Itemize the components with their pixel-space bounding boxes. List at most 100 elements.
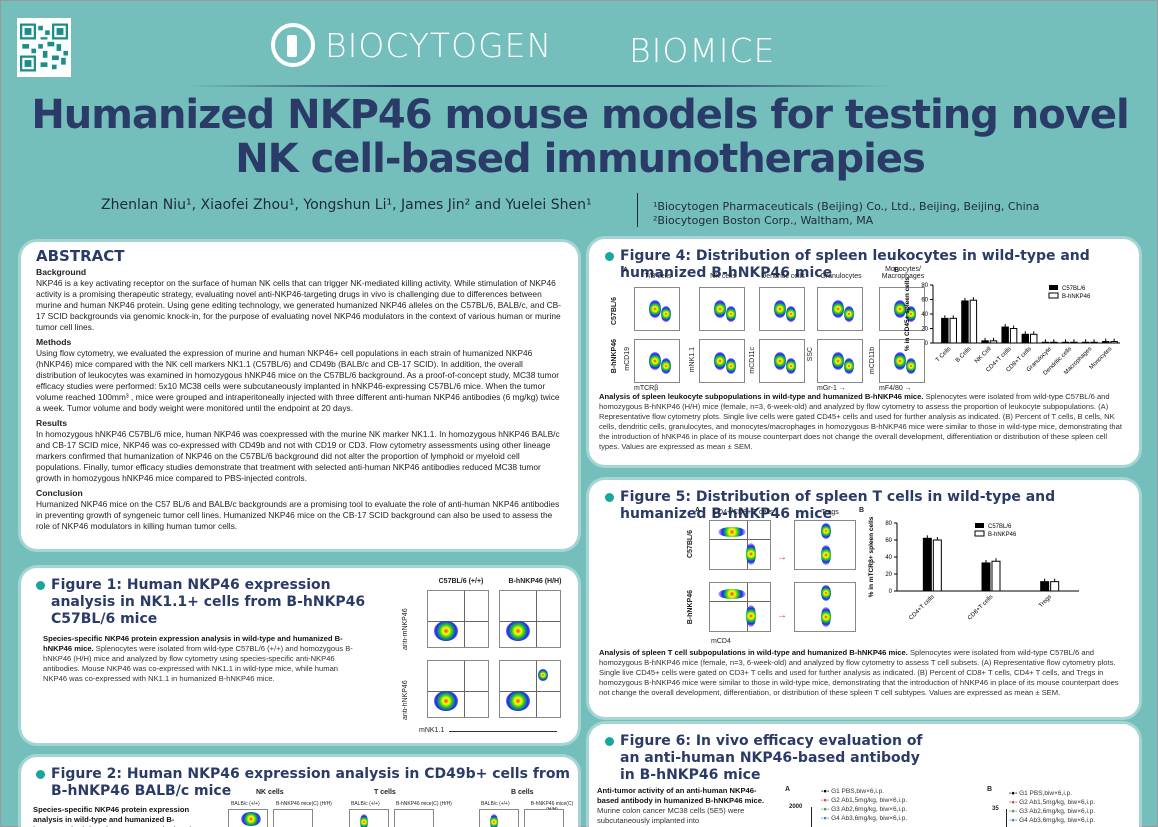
conclusion-heading: Conclusion bbox=[36, 488, 83, 498]
figure5-title: Figure 5: Distribution of spleen T cells… bbox=[605, 489, 1135, 523]
svg-text:0: 0 bbox=[925, 341, 929, 347]
flow-plot bbox=[817, 339, 863, 383]
legend-marker-icon: -●- bbox=[821, 815, 830, 822]
svg-text:80: 80 bbox=[885, 521, 892, 527]
figure5-card: Figure 5: Distribution of spleen T cells… bbox=[589, 480, 1139, 717]
svg-text:% in CD45+ spleen cells: % in CD45+ spleen cells bbox=[904, 277, 911, 351]
legend-marker-icon: -●- bbox=[1009, 790, 1018, 797]
column-label: Granulocytes bbox=[820, 273, 862, 280]
flow-plot bbox=[709, 582, 771, 632]
figure2-caption: Species-specific NKP46 protein expressio… bbox=[33, 805, 191, 827]
figure5-bar-chart: % in mTCRβ+ spleen cells 0 20 40 60 80 CD4+T c… bbox=[865, 515, 1085, 625]
biocytogen-logo: BIOCYTOGEN bbox=[271, 23, 552, 67]
flow-plot bbox=[394, 809, 434, 827]
y-axis bbox=[1006, 809, 1007, 827]
flow-plot bbox=[817, 287, 863, 331]
flow-plot bbox=[499, 660, 561, 718]
methods-text: Using flow cytometry, we evaluated the e… bbox=[36, 348, 560, 413]
figure6-title: Figure 6: In vivo efficacy evaluation of… bbox=[605, 733, 925, 784]
flow-plot bbox=[273, 809, 313, 827]
abstract-card: ABSTRACT Background NKP46 is a key activ… bbox=[21, 242, 578, 549]
conclusion-text: Humanized NKP46 mice on the C57 BL/6 and… bbox=[36, 499, 560, 531]
figure1-flow-plots: C57BL/6 (+/+) B-hNKP46 (H/H) anti-mNKP46… bbox=[402, 578, 562, 734]
bullet-icon bbox=[36, 581, 45, 590]
figure1-card: Figure 1: Human NKP46 expression analysi… bbox=[21, 568, 578, 743]
flow-plot bbox=[699, 287, 745, 331]
x-axis-label: mGr-1 → bbox=[817, 385, 846, 392]
flow-plot bbox=[759, 339, 805, 383]
svg-text:20: 20 bbox=[921, 327, 928, 333]
x-axis-label: mTCRβ bbox=[634, 385, 659, 392]
y-axis-label: mCD11b bbox=[869, 347, 876, 375]
svg-text:0: 0 bbox=[889, 589, 893, 595]
svg-text:40: 40 bbox=[921, 312, 928, 318]
column-label: Dendritic cells bbox=[761, 273, 805, 280]
svg-text:CD4+T cells: CD4+T cells bbox=[908, 594, 935, 621]
svg-text:40: 40 bbox=[885, 555, 892, 561]
y-axis-label: mCD11c bbox=[749, 347, 756, 374]
figure4-bar-chart: % in CD45+ spleen cells 0 20 40 60 80 T Cells B… bbox=[901, 276, 1126, 377]
figure1-title: Figure 1: Human NKP46 expression analysi… bbox=[36, 577, 381, 628]
svg-text:Tregs: Tregs bbox=[1038, 594, 1053, 609]
legend-marker-icon: -●- bbox=[1009, 808, 1018, 815]
legend-marker-icon: -●- bbox=[821, 797, 830, 804]
results-heading: Results bbox=[36, 418, 68, 428]
svg-text:T Cells: T Cells bbox=[935, 346, 952, 363]
svg-text:B-hNKP46: B-hNKP46 bbox=[988, 532, 1017, 538]
svg-text:80: 80 bbox=[921, 283, 928, 289]
legend-marker-icon: -●- bbox=[1009, 799, 1018, 806]
svg-text:C57BL/6: C57BL/6 bbox=[1062, 286, 1086, 292]
flow-plot bbox=[794, 520, 856, 570]
flow-plot bbox=[634, 287, 680, 331]
arrow-right-icon: → bbox=[777, 610, 787, 621]
flow-plot bbox=[427, 660, 489, 718]
flow-plot bbox=[634, 339, 680, 383]
biocytogen-logo-icon bbox=[271, 23, 315, 67]
flow-plot bbox=[499, 590, 561, 648]
legend-item: -●- G2 Ab1,5mg/kg, biw×6,i.p. bbox=[821, 797, 908, 804]
figure4-title: Figure 4: Distribution of spleen leukocy… bbox=[605, 248, 1135, 282]
poster-title: Humanized NKP46 mouse models for testing… bbox=[31, 92, 1129, 182]
svg-text:20: 20 bbox=[885, 572, 892, 578]
legend-item: -●- G1 PBS,biw×6,i.p. bbox=[1009, 790, 1073, 797]
abstract-heading: ABSTRACT bbox=[36, 247, 125, 265]
qr-code-icon bbox=[20, 23, 68, 72]
svg-text:% in mTCRβ+ spleen cells: % in mTCRβ+ spleen cells bbox=[868, 516, 875, 597]
figure6-legend-b: -●- G1 PBS,biw×6,i.p. -●- G2 Ab1,5mg/kg, … bbox=[1009, 789, 1095, 825]
figure6-caption: Anti-tumor activity of an anti-human NKP… bbox=[597, 786, 765, 825]
figure6-card: Figure 6: In vivo efficacy evaluation of… bbox=[589, 724, 1139, 827]
affiliation-divider bbox=[637, 193, 638, 227]
figure6-legend-a: -●- G1 PBS,biw×6,i.p. -●- G2 Ab1,5mg/kg, … bbox=[821, 787, 907, 823]
legend-marker-icon: -●- bbox=[1009, 817, 1018, 824]
background-text: NKP46 is a key activating receptor on th… bbox=[36, 278, 562, 332]
flow-plot bbox=[879, 339, 925, 383]
arrow-right-icon bbox=[449, 731, 557, 732]
column-label: T/B cells bbox=[644, 273, 672, 280]
svg-text:B Cells: B Cells bbox=[955, 346, 973, 364]
svg-text:60: 60 bbox=[921, 298, 928, 304]
methods-heading: Methods bbox=[36, 337, 72, 347]
figure2-title: Figure 2: Human NKP46 expression analysi… bbox=[36, 766, 576, 800]
bullet-icon bbox=[36, 770, 45, 779]
results-text: In homozygous hNKP46 C57BL/6 mice, human… bbox=[36, 429, 560, 483]
figure5-caption: Analysis of spleen T cell subpopulations… bbox=[599, 648, 1119, 697]
bullet-icon bbox=[605, 493, 614, 502]
legend-item: -●- G4 Ab3,6mg/kg, biw×6,i.p. bbox=[821, 815, 908, 822]
y-axis-label: SSC bbox=[807, 347, 814, 362]
y-axis bbox=[811, 807, 812, 827]
background-heading: Background bbox=[36, 267, 87, 277]
flow-plot bbox=[524, 809, 564, 827]
svg-text:B-hNKP46: B-hNKP46 bbox=[1062, 294, 1091, 300]
flow-plot bbox=[794, 582, 856, 632]
legend-item: -●- G3 Ab2,6mg/kg, biw×6,i.p. bbox=[1009, 808, 1096, 815]
arrow-right-icon: → bbox=[777, 552, 787, 563]
flow-plot bbox=[479, 809, 519, 827]
flow-plot bbox=[699, 339, 745, 383]
svg-text:CD8+T cells: CD8+T cells bbox=[967, 594, 994, 621]
header-divider bbox=[186, 85, 891, 87]
bullet-icon bbox=[605, 252, 614, 261]
qr-code[interactable] bbox=[17, 18, 71, 77]
flow-plot bbox=[709, 520, 771, 570]
y-axis-label: mCD19 bbox=[624, 347, 631, 371]
svg-text:NK Cell: NK Cell bbox=[974, 346, 993, 365]
